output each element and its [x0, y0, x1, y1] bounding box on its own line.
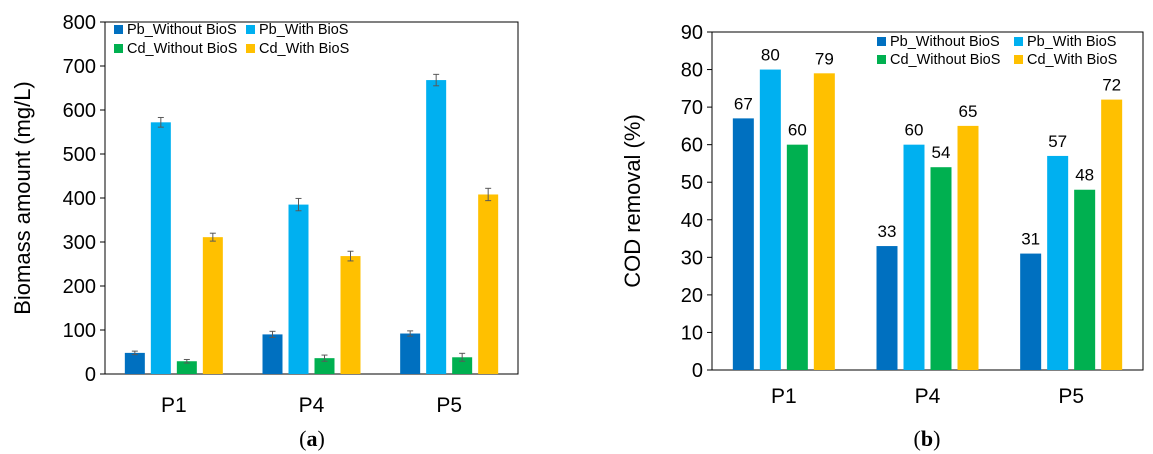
panel-b-caption: (b) [914, 426, 941, 451]
panel-b-legend-swatch [1014, 55, 1023, 64]
panel-a-legend-swatch [114, 44, 123, 53]
panel-a-category-label: P1 [161, 394, 187, 417]
panel-a-legend-swatch [246, 25, 255, 34]
panel-a-y-tick-label: 400 [63, 188, 96, 210]
panel-b-bar [1047, 155, 1069, 370]
panel-a-bar [340, 256, 361, 374]
panel-b-legend-swatch [877, 37, 886, 46]
panel-b-category-label: P1 [771, 385, 797, 408]
panel-b-y-tick-label: 20 [681, 285, 703, 307]
panel-b-data-label: 72 [1102, 76, 1121, 95]
panel-a-category-label: P4 [299, 394, 325, 417]
panel-a-bar [400, 333, 421, 374]
panel-a-legend-swatch [246, 44, 255, 53]
panel-b-data-label: 79 [815, 49, 834, 68]
panel-b-legend-label: Pb_Without BioS [890, 34, 1000, 50]
panel-b-bar [759, 69, 781, 371]
panel-a-y-tick-label: 700 [63, 56, 96, 78]
panel-b-bar [786, 144, 808, 370]
panel-a-y-tick-label: 100 [63, 320, 96, 342]
panel-a-bar [202, 237, 223, 374]
panel-b-legend-swatch [1014, 37, 1023, 46]
panel-b-bar [732, 118, 754, 370]
panel-b-y-tick-label: 10 [681, 322, 703, 344]
panel-b-legend-swatch [877, 55, 886, 64]
panel-b-y-tick-label: 30 [681, 247, 703, 269]
panel-b-bar [903, 144, 925, 370]
panel-a-legend-label: Cd_Without BioS [127, 41, 237, 57]
panel-b-data-label: 57 [1048, 132, 1067, 151]
panel-b-y-tick-label: 90 [681, 22, 703, 44]
panel-b-bar [930, 167, 952, 370]
panel-a-caption: (a) [299, 426, 325, 451]
panel-a-y-axis-label: Biomass amount (mg/L) [10, 81, 35, 315]
panel-a-bar [478, 194, 499, 374]
panel-b-category-label: P5 [1058, 385, 1084, 408]
panel-a-bar [314, 358, 335, 374]
panel-a-y-tick-label: 600 [63, 100, 96, 122]
panel-b-bar [876, 246, 898, 370]
panel-b-data-label: 54 [932, 143, 951, 162]
panel-b-bar [1020, 253, 1042, 370]
panel-a-bar [452, 357, 473, 374]
panel-a-legend-label: Cd_With BioS [259, 41, 349, 57]
panel-b-legend-label: Cd_Without BioS [890, 52, 1000, 68]
panel-a-y-tick-label: 200 [63, 276, 96, 298]
panel-a-bar [288, 204, 309, 374]
panel-b-data-label: 33 [878, 222, 897, 241]
panel-a-y-tick-label: 800 [63, 12, 96, 34]
panel-b-category-label: P4 [915, 385, 941, 408]
panel-b-data-label: 60 [788, 121, 807, 140]
panel-a-y-tick-label: 0 [85, 364, 96, 386]
panel-b-y-tick-label: 80 [681, 60, 703, 82]
panel-b-y-tick-label: 40 [681, 210, 703, 232]
panel-a-legend-label: Pb_Without BioS [127, 22, 237, 38]
panel-b-legend-label: Pb_With BioS [1027, 34, 1116, 50]
panel-b-data-label: 31 [1021, 230, 1040, 249]
panel-b-bar [1074, 189, 1096, 370]
panel-b-y-tick-label: 60 [681, 135, 703, 157]
panel-a-legend-swatch [114, 25, 123, 34]
panel-b-plot-frame [711, 31, 1144, 371]
panel-a-bar [262, 334, 283, 374]
panel-b-data-label: 65 [959, 102, 978, 121]
panel-b-bar [957, 125, 979, 370]
panel-b-data-label: 80 [761, 46, 780, 65]
panel-b-data-label: 48 [1075, 166, 1094, 185]
panel-a-category-label: P5 [436, 394, 462, 417]
panel-a-bar [124, 352, 145, 374]
panel-b-y-axis-label: COD removal (%) [620, 114, 645, 288]
panel-b-data-label: 67 [734, 94, 753, 113]
panel-a-bar [150, 122, 171, 374]
panel-b-bar [1101, 99, 1123, 370]
panel-a-bar [176, 361, 197, 374]
panel-b-y-tick-label: 70 [681, 97, 703, 119]
panel-a-y-tick-label: 500 [63, 144, 96, 166]
panel-a-bar [426, 80, 447, 374]
panel-b-legend-label: Cd_With BioS [1027, 52, 1117, 68]
panel-a-y-tick-label: 300 [63, 232, 96, 254]
panel-b-data-label: 60 [905, 121, 924, 140]
panel-a-legend-label: Pb_With BioS [259, 22, 348, 38]
panel-b-y-tick-label: 50 [681, 172, 703, 194]
panel-b-bar [813, 73, 835, 371]
panel-b-y-tick-label: 0 [692, 360, 703, 382]
